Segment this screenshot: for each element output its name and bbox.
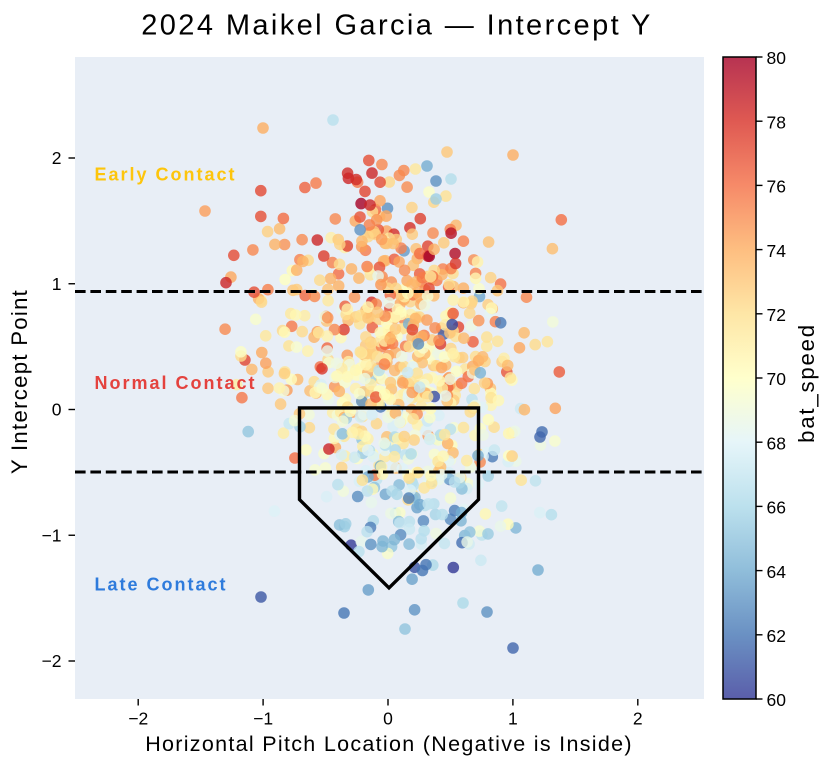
svg-text:0: 0	[52, 400, 62, 420]
svg-text:1: 1	[508, 709, 518, 729]
svg-text:0: 0	[383, 709, 393, 729]
svg-text:−2: −2	[42, 651, 62, 671]
svg-text:2: 2	[52, 148, 62, 168]
svg-text:68: 68	[767, 433, 786, 453]
svg-text:2024 Maikel Garcia — Intercept: 2024 Maikel Garcia — Intercept Y	[141, 10, 652, 42]
svg-text:−1: −1	[253, 709, 273, 729]
svg-text:Horizontal Pitch Location (Neg: Horizontal Pitch Location (Negative is I…	[145, 732, 633, 756]
svg-text:2: 2	[633, 709, 643, 729]
svg-text:−2: −2	[128, 709, 148, 729]
svg-text:−1: −1	[42, 525, 62, 545]
svg-text:72: 72	[767, 305, 786, 325]
svg-text:62: 62	[767, 626, 786, 646]
svg-text:64: 64	[767, 562, 787, 582]
svg-text:74: 74	[767, 241, 787, 261]
svg-text:70: 70	[767, 369, 787, 389]
svg-text:60: 60	[767, 690, 787, 710]
svg-text:66: 66	[767, 498, 786, 518]
svg-text:bat_speed: bat_speed	[794, 323, 819, 443]
svg-text:78: 78	[767, 112, 786, 132]
svg-text:1: 1	[52, 274, 62, 294]
svg-text:80: 80	[767, 48, 787, 68]
svg-text:Normal Contact: Normal Contact	[95, 373, 257, 393]
svg-text:Late Contact: Late Contact	[95, 575, 228, 595]
svg-text:Y Intercept Point: Y Intercept Point	[7, 289, 32, 474]
svg-text:Early Contact: Early Contact	[95, 165, 237, 185]
svg-text:76: 76	[767, 177, 786, 197]
